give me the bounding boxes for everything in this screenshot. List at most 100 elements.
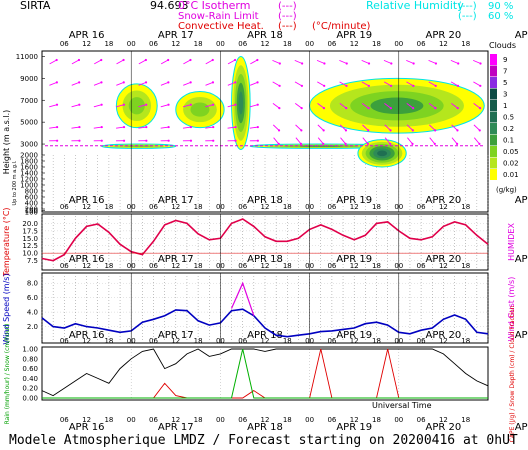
y-tick-label: 7.5 [27, 257, 38, 265]
wind-arrow [273, 137, 280, 145]
hour-tick-label: 12 [171, 40, 180, 48]
wind-arrow-head [367, 129, 370, 132]
wind-arrow-head [478, 142, 481, 145]
hour-tick-label: 18 [461, 416, 470, 424]
hour-tick-label: 06 [60, 40, 69, 48]
wind-arrow-head [144, 81, 148, 84]
series-cloud-fraction [41, 348, 489, 397]
wind-arrow [272, 59, 281, 64]
hour-tick-label: 18 [104, 416, 113, 424]
wind-arrow [407, 137, 413, 145]
wind-arrow [317, 137, 324, 145]
temp-ylabel: Temperature (°C) [2, 207, 11, 277]
wind-arrow-head [167, 58, 170, 62]
legend-rh-60: 60 % [488, 11, 513, 22]
wind-arrow [317, 124, 324, 131]
colorbar-swatch [490, 77, 497, 88]
wind-arrow-head [345, 107, 348, 110]
colorbar-swatch [490, 157, 497, 169]
y-tick-label: 0.80 [22, 355, 38, 363]
hour-tick-label: 12 [439, 416, 448, 424]
hour-tick-label: 06 [327, 203, 336, 211]
wind-arrow [295, 124, 302, 131]
wind-arrow [183, 59, 191, 65]
colorbar-tick-label: 0.5 [503, 114, 514, 122]
colorbar-swatch [490, 111, 497, 123]
wind-arrow-head [344, 142, 347, 145]
wind-arrow-head [322, 142, 325, 145]
wind-arrow [340, 137, 346, 145]
wind-arrow-head [301, 62, 304, 65]
wind-arrow-head [100, 139, 103, 142]
legend-rh-60-mark: (---) [458, 11, 477, 22]
hour-tick-label: 12 [439, 337, 448, 345]
wind-arrow [93, 81, 102, 86]
wind-arrow [71, 126, 80, 129]
legend-convective: Convective Heat. [178, 21, 264, 32]
hour-tick-label: 18 [372, 262, 381, 270]
hour-tick-label: 06 [417, 203, 426, 211]
cloud-region [370, 97, 424, 115]
cloud-ylabel-low: Up to 200 m a.g.l. [12, 160, 18, 205]
wind-arrow-head [277, 129, 281, 132]
wind-arrow [227, 59, 236, 65]
wind-arrow [361, 81, 370, 87]
hour-tick-label: 06 [327, 416, 336, 424]
wind-arrow [339, 81, 347, 87]
hour-tick-label: 06 [417, 40, 426, 48]
day-label: APR 19 [336, 30, 372, 41]
hour-tick-label: 06 [417, 337, 426, 345]
wind-arrow-head [145, 139, 148, 142]
colorbar-tick-label: 7 [503, 68, 507, 76]
wind-arrow [116, 104, 125, 108]
wind-arrow [160, 126, 169, 129]
hour-tick-label: 06 [238, 203, 247, 211]
hour-tick-label: 12 [171, 337, 180, 345]
wind-arrow [384, 137, 391, 145]
wind-arrow-head [78, 139, 81, 142]
series-temperature [41, 218, 489, 262]
colorbar-tick-label: 0.02 [503, 160, 519, 168]
colorbar-tick-label: 9 [503, 56, 507, 64]
hour-tick-label: 00 [127, 40, 136, 48]
wind-arrow-head [478, 107, 482, 110]
wind-arrow [361, 102, 369, 109]
wind-arrow-head [122, 81, 125, 84]
hour-tick-label: 18 [461, 262, 470, 270]
cloud-region [123, 145, 154, 148]
wind-arrow [361, 59, 370, 64]
hour-tick-label: 06 [327, 337, 336, 345]
precip-ylabel-left: Rain (mm/hour) / Snow (cm/hour) [4, 324, 11, 425]
wind-arrow-head [434, 107, 437, 110]
wind-arrow [384, 102, 392, 109]
wind-arrow-head [278, 107, 281, 110]
wind-arrow-head [189, 139, 193, 142]
wind-arrow-head [122, 139, 126, 142]
wind-arrow-head [389, 129, 392, 132]
legend-convective-mark: (---) [278, 21, 297, 32]
wind-arrow [362, 137, 369, 145]
colorbar-swatch [490, 146, 497, 157]
wind-arrow-head [479, 62, 482, 65]
hour-tick-label: 12 [171, 262, 180, 270]
wind-arrow [473, 124, 481, 131]
day-label: APR 19 [336, 254, 372, 265]
wind-arrow [339, 102, 347, 109]
wind-arrow-head [234, 81, 237, 84]
hour-tick-label: 06 [149, 203, 158, 211]
wind-arrow-head [322, 107, 326, 110]
y-tick-label: 10.0 [22, 250, 38, 258]
hour-tick-label: 00 [394, 416, 403, 424]
hour-tick-label: 06 [238, 40, 247, 48]
wind-arrow-head [300, 107, 303, 110]
wind-arrow [406, 102, 414, 109]
wind-arrow-head [55, 81, 58, 84]
wind-arrow-head [367, 84, 370, 87]
wind-arrow-head [478, 129, 481, 132]
height-tick-label: 800 [25, 188, 38, 196]
legend-isotherm-mark: (---) [278, 1, 297, 12]
hour-tick-label: 18 [104, 40, 113, 48]
wind-arrow-head [189, 81, 192, 84]
hour-tick-label: 06 [60, 262, 69, 270]
hour-tick-label: 18 [372, 337, 381, 345]
